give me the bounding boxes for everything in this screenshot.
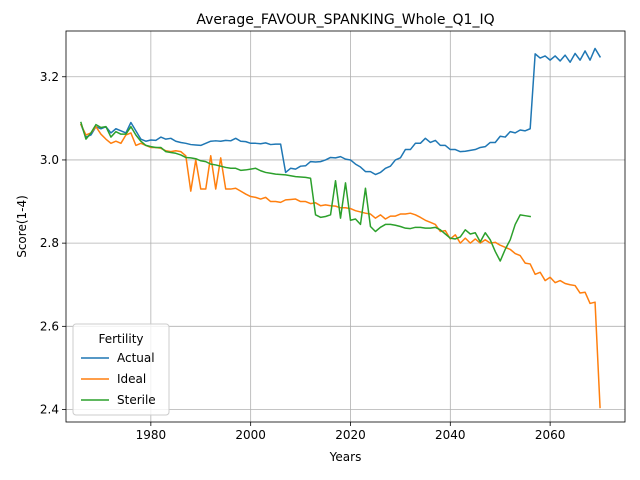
legend-title: Fertility — [98, 332, 143, 346]
x-tick-label: 2060 — [535, 428, 566, 442]
y-axis-label: Score(1-4) — [15, 195, 29, 258]
x-tick-label: 2020 — [335, 428, 366, 442]
legend: Fertility Actual Ideal Sterile — [73, 324, 169, 415]
legend-label-ideal: Ideal — [117, 372, 146, 386]
y-tick-label: 2.6 — [40, 319, 59, 333]
y-tick-label: 3.0 — [40, 153, 59, 167]
y-tick-label: 2.4 — [40, 403, 59, 417]
x-axis-label: Years — [329, 450, 362, 464]
x-tick-label: 2000 — [235, 428, 266, 442]
x-tick-label: 2040 — [435, 428, 466, 442]
x-tick-label: 1980 — [136, 428, 167, 442]
chart-title: Average_FAVOUR_SPANKING_Whole_Q1_IQ — [196, 12, 494, 28]
y-tick-label: 3.2 — [40, 70, 59, 84]
legend-label-sterile: Sterile — [117, 393, 156, 407]
y-tick-label: 2.8 — [40, 236, 59, 250]
legend-label-actual: Actual — [117, 351, 155, 365]
